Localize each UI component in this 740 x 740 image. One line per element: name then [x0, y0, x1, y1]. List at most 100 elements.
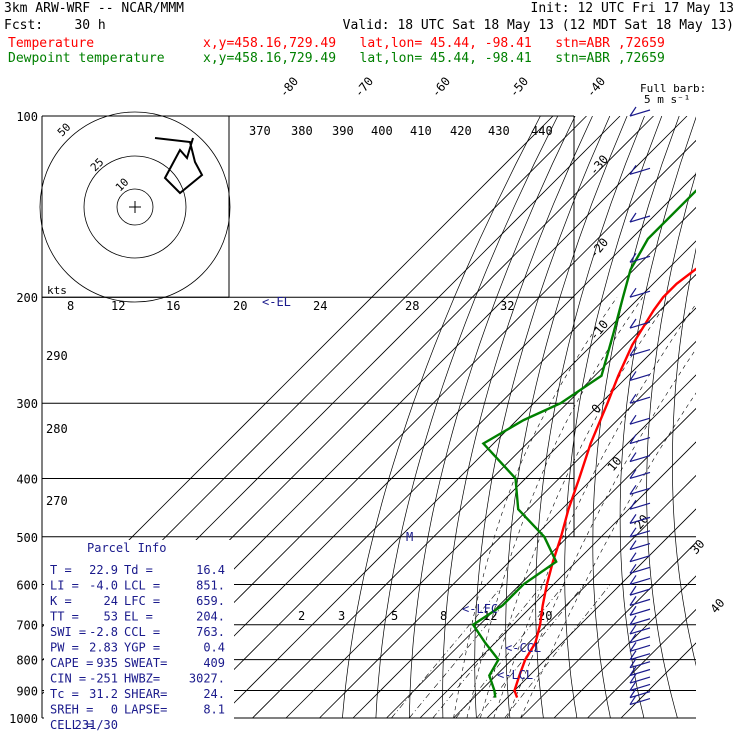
hodograph-ring-label: 10: [113, 176, 132, 195]
pressure-label-1000: 1000: [9, 712, 38, 726]
dry-adiabat: [342, 116, 541, 719]
wind-barb: [629, 514, 651, 524]
isentrope-label: 440: [531, 124, 553, 138]
wind-barb: [629, 658, 651, 669]
isotherm-line: [185, 206, 696, 719]
dry-adiabat: [505, 116, 628, 719]
lower-marker: M: [406, 530, 413, 544]
wind-barb: [629, 605, 651, 616]
parcel-key: LAPSE=: [124, 703, 167, 717]
pressure-label-300: 300: [16, 397, 38, 411]
theta-label: 290: [46, 349, 68, 363]
isotherm-line: [419, 441, 696, 719]
valid-time: Valid: 18 UTC Sat 18 May 13 (12 MDT Sat …: [342, 18, 734, 33]
dry-adiabat: [474, 116, 611, 719]
isentrope-label: 390: [332, 124, 354, 138]
mixing-ratio-label: 12: [111, 299, 125, 313]
parcel-value: 763.: [196, 625, 225, 639]
mixing-ratio-label: 16: [166, 299, 180, 313]
parcel-value: 24.: [203, 687, 225, 701]
dry-adiabat: [672, 247, 696, 667]
parcel-box-bg: [44, 540, 234, 720]
dry-adiabat: [592, 116, 680, 719]
parcel-key: SHEAR=: [124, 687, 167, 701]
isentrope-label: 430: [488, 124, 510, 138]
isotherm-line: [386, 407, 696, 719]
dry-adiabat: [722, 116, 740, 718]
isotherm-line: [151, 173, 696, 719]
isotherm-label: -70: [352, 74, 377, 100]
wind-barb: [629, 106, 651, 117]
dry-adiabat: [697, 116, 740, 718]
moist-adiabat: [453, 297, 618, 719]
parcel-value: 204.: [196, 610, 225, 624]
isentrope-label: 380: [291, 124, 313, 138]
hodograph-ring-label: 50: [55, 121, 74, 140]
temperature-profile: [513, 267, 696, 699]
hodograph-ring: [116, 188, 154, 226]
parcel-value: 935: [96, 656, 118, 670]
wind-barb: [629, 527, 651, 538]
parcel-key: SWI =: [50, 625, 86, 639]
isotherm-label: -50: [507, 74, 532, 100]
isotherm-line: [218, 240, 696, 719]
parcel-key: CAPE =: [50, 656, 93, 670]
temperature-legend: Temperature: [8, 36, 95, 51]
wind-barb: [629, 434, 651, 445]
wind-barb: [629, 287, 651, 298]
parcel-key: YGP =: [124, 641, 160, 655]
isotherm-line: [520, 541, 696, 719]
annotations: <-EL <-LFC <-CCL <-LCL M: [262, 295, 541, 682]
wind-barb: [629, 414, 651, 425]
wind-barb: [629, 650, 651, 661]
parcel-value: 31.2: [89, 687, 118, 701]
parcel-key: LI =: [50, 579, 79, 593]
wind-barb: [629, 552, 651, 563]
temperature-location-info: x,y=458.16,729.49 lat,lon= 45.44, -98.41…: [203, 36, 665, 51]
parcel-value: 231/30: [75, 718, 118, 732]
wind-barb: [629, 252, 651, 263]
wind-barb: [629, 371, 651, 382]
parcel-value: 53: [104, 610, 118, 624]
hodograph-ring-label: 25: [88, 156, 107, 175]
isotherm-line: [486, 508, 696, 719]
dewpoint-legend: Dewpoint temperature: [8, 51, 165, 66]
wind-barbs: [629, 106, 651, 706]
mixing-ratio-label: 8: [67, 299, 74, 313]
parcel-key: TT =: [50, 610, 79, 624]
barb-legend-title: Full barb:: [640, 82, 707, 95]
theta-label: 270: [46, 494, 68, 508]
parcel-value: 3027.: [189, 672, 225, 686]
isotherm-label: -10: [587, 317, 612, 343]
wind-barb: [629, 452, 651, 463]
wind-barb: [629, 681, 651, 692]
parcel-value: 851.: [196, 579, 225, 593]
parcel-value: -2.8: [89, 625, 118, 639]
isentrope-label: 400: [371, 124, 393, 138]
parcel-value: 0: [111, 703, 118, 717]
isotherm-label: 30: [688, 537, 708, 557]
hodograph-ring: [83, 155, 187, 259]
init-time: Init: 12 UTC Fri 17 May 13: [530, 1, 735, 16]
dry-adiabat: [646, 171, 696, 719]
moist-adiabat: [493, 303, 696, 719]
pressure-label-900: 900: [16, 684, 38, 698]
wind-barb: [629, 318, 651, 329]
barb-legend-unit: 5 m s⁻¹: [644, 93, 691, 106]
wind-barb: [629, 666, 651, 677]
wind-barb: [629, 165, 651, 175]
hodograph-trace: [154, 137, 204, 195]
isotherm-line: [352, 374, 696, 719]
isentrope-label: 410: [410, 124, 432, 138]
dry-adiabat: [442, 116, 593, 719]
hodograph: 50 25 10 kts: [39, 111, 231, 303]
wind-barb: [629, 615, 651, 626]
wind-barb: [629, 469, 651, 480]
wind-barb: [629, 575, 651, 586]
isotherm-label: -80: [277, 74, 302, 100]
hodograph-ring: [39, 111, 231, 303]
parcel-key: CELL =: [50, 718, 93, 732]
wind-barb: [629, 585, 651, 596]
isotherm-label: -40: [584, 74, 609, 100]
